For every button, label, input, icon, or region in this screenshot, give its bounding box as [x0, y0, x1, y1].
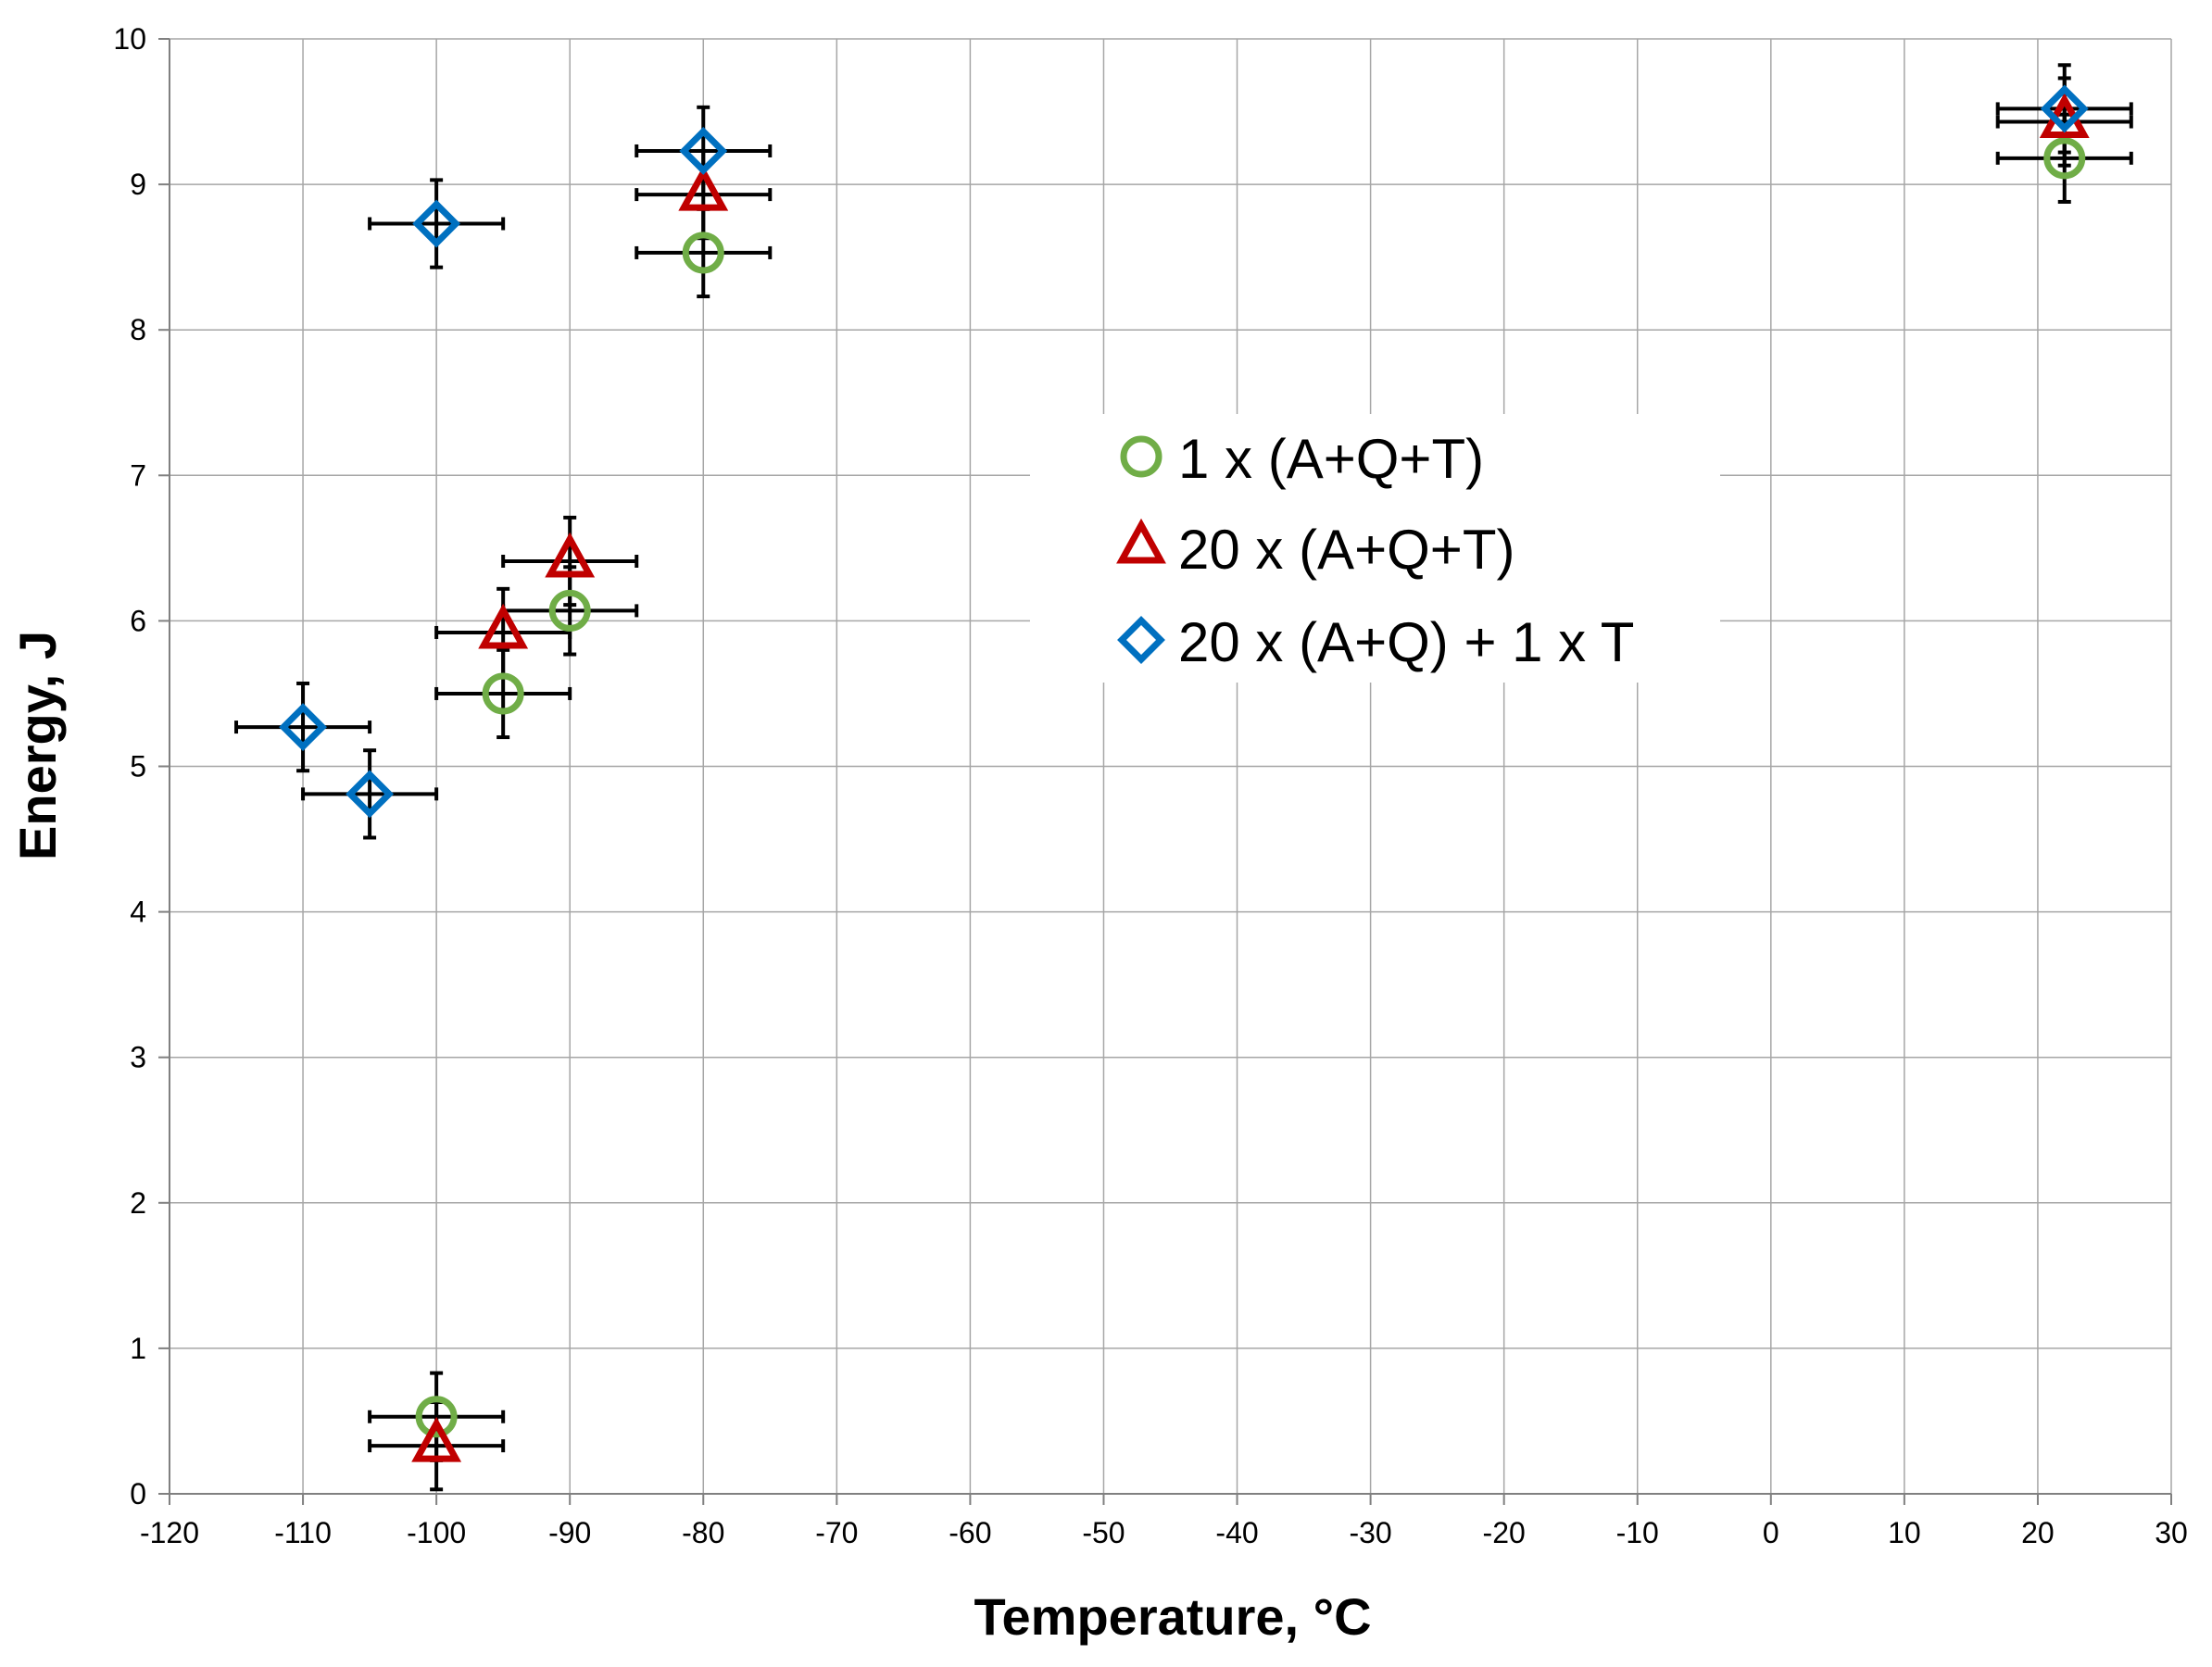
y-tick-label: 1	[130, 1332, 146, 1365]
error-bar	[635, 105, 773, 197]
legend-box	[1030, 414, 1720, 683]
data-point-circle	[548, 589, 591, 632]
legend: 1 x (A+Q+T) 20 x (A+Q+T) 20 x (A+Q) + 1 x …	[1030, 414, 1720, 683]
y-tick-label: 2	[130, 1186, 146, 1220]
legend-label: 20 x (A+Q+T)	[1178, 519, 1514, 581]
data-point-triangle	[678, 165, 729, 211]
data-point-triangle	[478, 603, 529, 649]
y-tick-label: 7	[130, 458, 146, 492]
gridlines	[158, 38, 2172, 1505]
x-tick-label: -90	[548, 1516, 591, 1549]
x-tick-label: -40	[1215, 1516, 1258, 1549]
y-tick-label: 10	[113, 22, 146, 56]
y-tick-label: 5	[130, 750, 146, 783]
error-bars	[234, 63, 2133, 1492]
data-point-circle	[482, 672, 524, 715]
x-tick-label: 10	[1888, 1516, 1921, 1549]
legend-label: 1 x (A+Q+T)	[1178, 428, 1484, 490]
error-bar	[301, 748, 439, 840]
x-tick-label: -20	[1483, 1516, 1526, 1549]
x-tick-label: -100	[407, 1516, 466, 1549]
legend-marker-triangle	[1116, 518, 1166, 564]
data-point-diamond	[412, 199, 461, 248]
legend-label: 20 x (A+Q) + 1 x T	[1178, 611, 1634, 673]
data-point-circle	[415, 1396, 458, 1438]
y-tick-label: 6	[130, 604, 146, 637]
x-tick-label: 0	[1763, 1516, 1779, 1549]
x-tick-label: -120	[140, 1516, 199, 1549]
data-point-diamond	[2040, 84, 2089, 133]
x-axis-ticks: -120 -110 -100 -90 -80 -70 -60 -50 -40 -30 -20 -10 0…	[140, 1516, 2188, 1549]
legend-marker-circle	[1120, 435, 1163, 478]
data-point-circle	[2043, 137, 2086, 180]
data-points	[279, 84, 2090, 1462]
x-tick-label: 30	[2155, 1516, 2188, 1549]
data-point-diamond	[279, 703, 328, 752]
y-axis-ticks: 0 1 2 3 4 5 6 7 8 9 10	[113, 22, 146, 1510]
x-tick-label: -70	[815, 1516, 858, 1549]
x-tick-label: -50	[1082, 1516, 1125, 1549]
x-tick-label: -60	[949, 1516, 991, 1549]
x-tick-label: -10	[1616, 1516, 1659, 1549]
error-bar	[234, 681, 372, 773]
x-axis-label: Temperature, °C	[974, 1587, 1371, 1646]
legend-marker-diamond	[1117, 616, 1165, 664]
x-tick-label: -30	[1349, 1516, 1391, 1549]
x-tick-label: 20	[2021, 1516, 2055, 1549]
error-bar	[368, 178, 506, 269]
y-tick-label: 9	[130, 168, 146, 201]
data-point-diamond	[679, 127, 728, 175]
y-axis-label: Energy, J	[8, 631, 67, 860]
data-point-circle	[682, 232, 724, 274]
y-tick-label: 8	[130, 313, 146, 346]
y-tick-label: 4	[130, 896, 146, 929]
x-tick-label: -80	[682, 1516, 724, 1549]
x-tick-label: -110	[274, 1516, 332, 1549]
data-point-triangle	[411, 1416, 462, 1462]
y-tick-label: 0	[130, 1477, 146, 1510]
y-tick-label: 3	[130, 1041, 146, 1074]
data-point-triangle	[545, 532, 596, 578]
axes	[169, 39, 2171, 1495]
data-point-diamond	[346, 770, 395, 819]
